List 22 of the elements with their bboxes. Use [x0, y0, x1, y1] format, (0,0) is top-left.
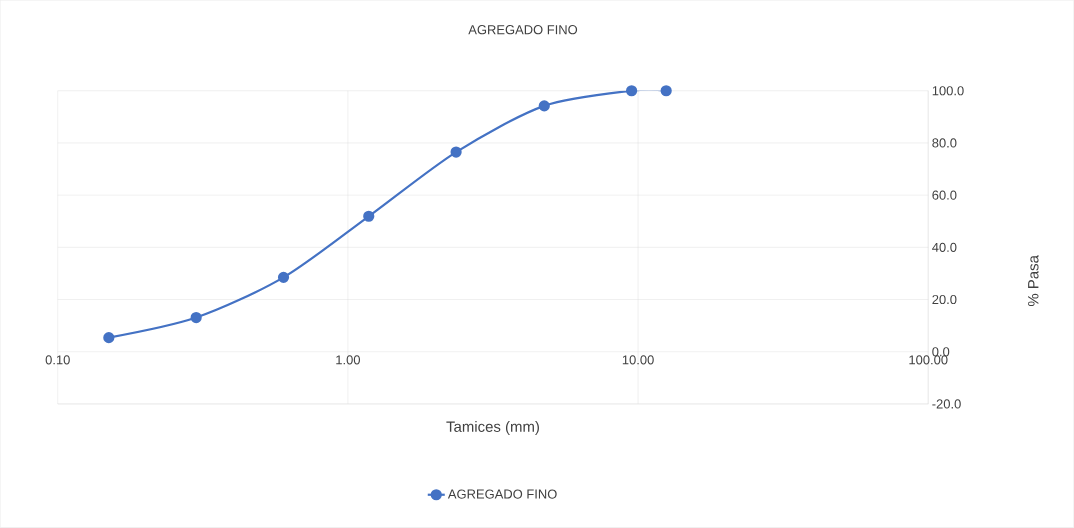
- point: [190, 312, 202, 324]
- point: [103, 332, 115, 344]
- x-axis-title: Tamices (mm): [446, 421, 539, 436]
- x-tick-label: 0.10: [45, 355, 70, 365]
- y-tick-label: 20.0: [932, 295, 957, 305]
- chart-title: AGREGADO FINO: [468, 25, 578, 35]
- y-tick-label: 80.0: [932, 138, 957, 148]
- point: [363, 210, 375, 223]
- point: [538, 100, 550, 112]
- legend-label: AGREGADO FINO: [447, 489, 557, 499]
- x-tick-label: 10.00: [622, 355, 654, 365]
- point: [626, 85, 638, 97]
- y-tick-label: 40.0: [932, 242, 957, 253]
- point: [450, 146, 462, 158]
- x-tick-label: 1.00: [336, 355, 361, 365]
- x-tick-label: 100.00: [909, 355, 948, 365]
- point: [277, 271, 290, 284]
- y-tick-label: -20.0: [932, 399, 961, 409]
- y-tick-label: 0.0: [932, 347, 950, 357]
- y-axis-title: % Pasa: [1028, 255, 1039, 307]
- y-tick-label: 100.0: [932, 86, 964, 96]
- y-tick-label: 60.0: [932, 190, 957, 200]
